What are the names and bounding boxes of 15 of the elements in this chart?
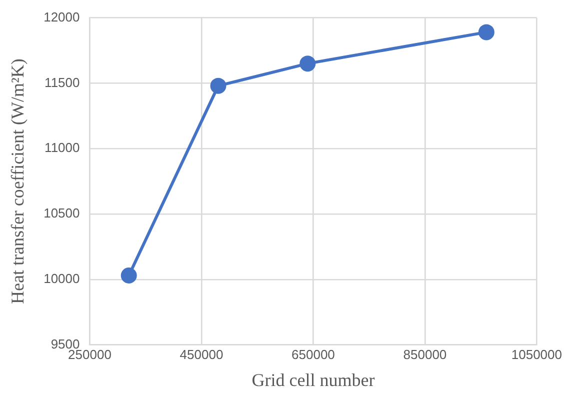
y-axis-title: Heat transfer coefficient (W/m²K)	[8, 58, 28, 304]
y-tick-label: 11000	[44, 140, 80, 156]
point	[210, 78, 226, 94]
y-tick-label: 11500	[44, 74, 80, 90]
x-tick-label: 1050000	[511, 347, 562, 362]
x-tick-label: 450000	[180, 347, 224, 362]
y-tick-label: 10000	[44, 270, 80, 286]
x-tick-label: 650000	[292, 347, 335, 362]
x-axis-title: Grid cell number	[252, 370, 375, 390]
x-tick-label: 850000	[403, 347, 447, 362]
point	[478, 24, 494, 40]
y-tick-label: 10500	[44, 206, 80, 221]
point	[120, 267, 137, 284]
y-tick-label: 12000	[44, 9, 80, 24]
point	[300, 56, 316, 72]
